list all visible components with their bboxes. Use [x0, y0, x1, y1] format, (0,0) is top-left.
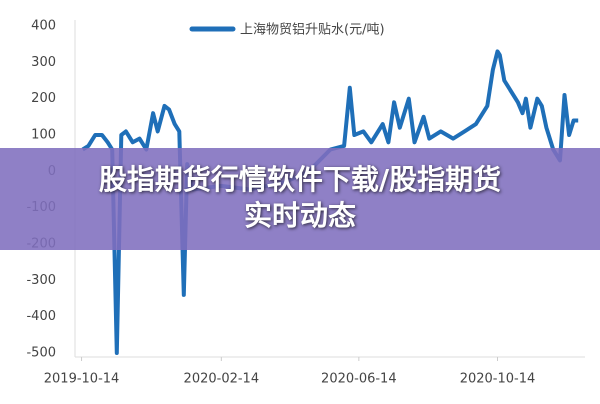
x-tick-label: 2019-10-14 — [44, 372, 120, 387]
x-tick-label: 2020-10-14 — [460, 372, 536, 387]
y-tick-label: 400 — [31, 19, 56, 34]
x-tick-label: 2020-02-14 — [184, 372, 260, 387]
y-tick-label: -300 — [26, 273, 56, 288]
y-tick-label: -500 — [26, 346, 56, 361]
line — [81, 49, 579, 355]
y-tick-label: 100 — [31, 128, 56, 143]
banner-title: 股指期货行情软件下载/股指期货实时动态 — [98, 163, 502, 232]
y-tick-label: 300 — [31, 55, 56, 70]
y-tick-label: -400 — [26, 309, 56, 324]
x-tick-label: 2020-06-14 — [321, 372, 397, 387]
banner: 股指期货行情软件下载/股指期货实时动态 — [0, 148, 600, 250]
y-tick-label: 200 — [31, 91, 56, 106]
legend-label: 上海物贸铝升贴水(元/吨) — [240, 23, 385, 38]
